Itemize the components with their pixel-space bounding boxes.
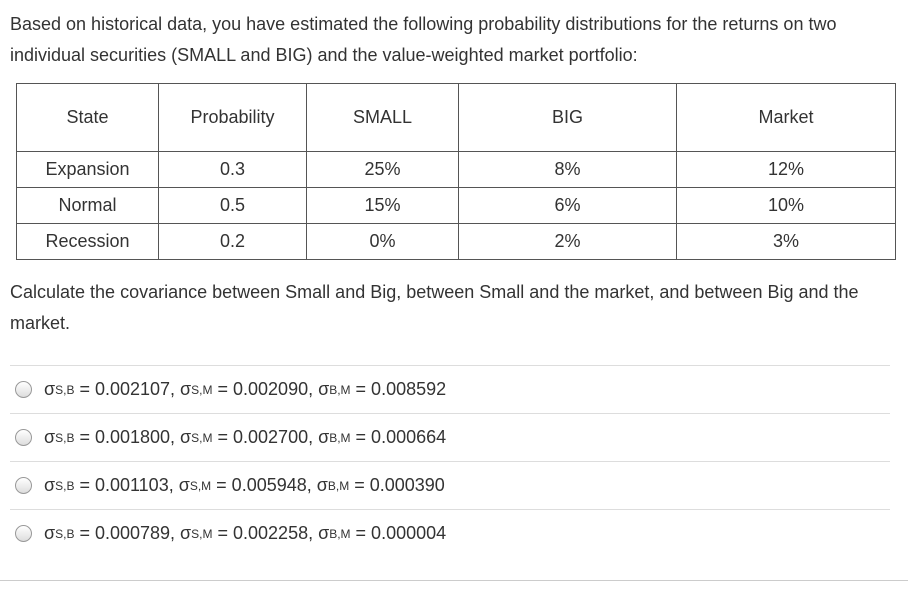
options: σ S,B = 0.002107, σ S,M = 0.002090, σ B,M =…: [10, 365, 890, 557]
table-cell: 0.5: [158, 187, 307, 224]
answer-option[interactable]: σ S,B = 0.000789, σ S,M = 0.002258, σ B,M =…: [10, 509, 890, 557]
subscript: S,B: [55, 478, 75, 493]
table-row: Recession 0.2 0% 2% 3%: [16, 223, 896, 260]
radio-button[interactable]: [15, 429, 32, 446]
subscript: S,M: [191, 382, 213, 397]
subscript: S,B: [55, 430, 75, 445]
sigma-symbol: σ: [44, 523, 56, 543]
option-value: = 0.000789,: [74, 523, 181, 543]
header-cell: BIG: [458, 83, 677, 152]
option-value: = 0.008592: [350, 379, 447, 399]
option-value: = 0.002090,: [212, 379, 319, 399]
table-cell: Normal: [16, 187, 159, 224]
subscript: B,M: [327, 478, 350, 493]
sigma-symbol: σ: [178, 475, 190, 495]
table-cell: 25%: [306, 151, 459, 188]
table-cell: 10%: [676, 187, 896, 224]
sigma-symbol: σ: [318, 523, 330, 543]
subscript: S,B: [55, 382, 75, 397]
subscript: S,B: [55, 526, 75, 541]
option-value: = 0.002107,: [74, 379, 181, 399]
table-cell: 8%: [458, 151, 677, 188]
radio-button[interactable]: [15, 381, 32, 398]
intro-text: Based on historical data, you have estim…: [10, 14, 837, 65]
data-table: State Probability SMALL BIG Market Expan…: [16, 83, 896, 260]
header-row: State Probability SMALL BIG Market: [16, 83, 896, 152]
table-cell: 3%: [676, 223, 896, 260]
subscript: B,M: [329, 382, 351, 397]
table-cell: 2%: [458, 223, 677, 260]
sigma-symbol: σ: [318, 379, 330, 399]
answer-option[interactable]: σ S,B = 0.001103, σ S,M = 0.005948, σ B,M =…: [10, 461, 890, 509]
option-value: = 0.002258,: [212, 523, 319, 543]
table-cell: 6%: [458, 187, 677, 224]
sigma-symbol: σ: [44, 427, 56, 447]
table-cell: 0.3: [158, 151, 307, 188]
option-value: = 0.001103,: [74, 475, 179, 495]
table-cell: Expansion: [16, 151, 159, 188]
option-value: = 0.000390: [349, 475, 445, 495]
header-cell: Market: [676, 83, 896, 152]
table-cell: Recession: [16, 223, 159, 260]
table-cell: 0%: [306, 223, 459, 260]
answer-option[interactable]: σ S,B = 0.002107, σ S,M = 0.002090, σ B,M =…: [10, 365, 890, 413]
table-row: Normal 0.5 15% 6% 10%: [16, 187, 896, 224]
option-value: = 0.005948,: [211, 475, 317, 495]
header-cell: Probability: [158, 83, 307, 152]
sigma-symbol: σ: [44, 379, 56, 399]
header-cell: State: [16, 83, 159, 152]
prompt-text: Calculate the covariance between Small a…: [10, 282, 859, 333]
option-value: = 0.000664: [350, 427, 447, 447]
sigma-symbol: σ: [318, 427, 330, 447]
sigma-symbol: σ: [44, 475, 56, 495]
sigma-symbol: σ: [180, 523, 192, 543]
radio-button[interactable]: [15, 525, 32, 542]
subscript: S,M: [191, 526, 213, 541]
subscript: B,M: [329, 526, 351, 541]
subscript: S,M: [189, 478, 212, 493]
header-cell: SMALL: [306, 83, 459, 152]
sigma-symbol: σ: [180, 427, 192, 447]
table-cell: 12%: [676, 151, 896, 188]
divider: [0, 580, 908, 581]
sigma-symbol: σ: [316, 475, 328, 495]
subscript: S,M: [191, 430, 213, 445]
option-value: = 0.002700,: [212, 427, 319, 447]
table-row: Expansion 0.3 25% 8% 12%: [16, 151, 896, 188]
subscript: B,M: [329, 430, 351, 445]
option-value: = 0.001800,: [74, 427, 181, 447]
option-value: = 0.000004: [350, 523, 447, 543]
sigma-symbol: σ: [180, 379, 192, 399]
table-cell: 15%: [306, 187, 459, 224]
answer-option[interactable]: σ S,B = 0.001800, σ S,M = 0.002700, σ B,M =…: [10, 413, 890, 461]
table-cell: 0.2: [158, 223, 307, 260]
radio-button[interactable]: [15, 477, 32, 494]
